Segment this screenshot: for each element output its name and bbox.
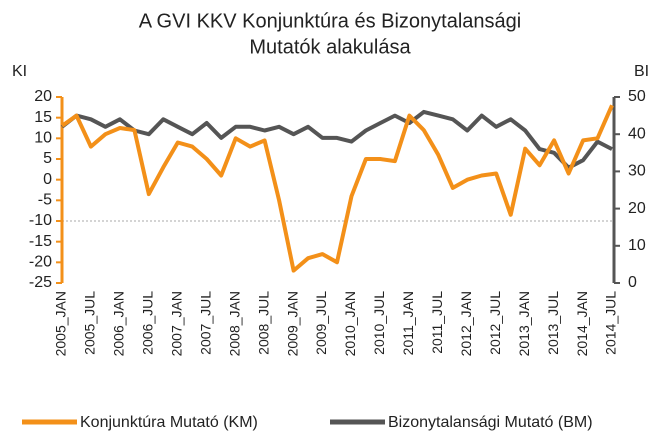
legend-label: Bizonytalansági Mutató (BM): [388, 414, 593, 431]
x-tick-label: 2014_JAN: [574, 291, 590, 356]
chart-title: A GVI KKV Konjunktúra és Bizonytalansági: [139, 10, 521, 32]
x-tick-label: 2005_JAN: [53, 291, 69, 356]
x-tick-label: 2007_JAN: [168, 291, 184, 356]
x-tick-label: 2007_JUL: [197, 291, 213, 355]
series-line: [60, 104, 614, 273]
x-tick-label: 2006_JUL: [140, 291, 156, 355]
y-tick-label: 5: [43, 150, 52, 167]
x-tick-label: 2006_JAN: [111, 291, 127, 356]
x-tick-label: 2008_JUL: [255, 291, 271, 355]
legend-label: Konjunktúra Mutató (KM): [80, 414, 258, 431]
x-tick-label: 2013_JUL: [545, 291, 561, 355]
y-tick-label: -25: [29, 274, 52, 291]
y2-tick-label: 0: [628, 274, 637, 291]
y2-tick-label: 30: [628, 163, 646, 180]
y2-tick-label: 10: [628, 237, 646, 254]
x-tick-label: 2011_JUL: [429, 291, 445, 354]
y-tick-label: 20: [34, 88, 52, 105]
y2-tick-label: 40: [628, 125, 646, 142]
x-tick-label: 2005_JUL: [82, 291, 98, 355]
x-tick-label: 2011_JAN: [400, 291, 416, 355]
y-axis-label: KI: [12, 63, 27, 80]
y-tick-label: 10: [34, 130, 52, 147]
y2-tick-label: 20: [628, 200, 646, 217]
chart-title: Mutatók alakulása: [249, 36, 411, 58]
y-tick-label: -5: [38, 192, 52, 209]
y-tick-label: 0: [43, 171, 52, 188]
x-tick-label: 2013_JAN: [516, 291, 532, 356]
y-tick-label: -20: [29, 254, 52, 271]
y2-axis-label: BI: [634, 63, 649, 80]
x-tick-label: 2012_JUL: [487, 291, 503, 355]
x-tick-label: 2009_JAN: [284, 291, 300, 356]
series-line: [60, 109, 613, 170]
y-tick-label: -10: [29, 212, 52, 229]
y-tick-label: 15: [34, 109, 52, 126]
x-tick-label: 2008_JAN: [226, 291, 242, 356]
y2-tick-label: 50: [628, 88, 646, 105]
x-tick-label: 2010_JUL: [371, 291, 387, 355]
x-tick-label: 2010_JAN: [342, 291, 358, 356]
y-tick-label: -15: [29, 233, 52, 250]
x-tick-label: 2009_JUL: [313, 291, 329, 355]
x-tick-label: 2012_JAN: [458, 291, 474, 356]
x-tick-label: 2014_JUL: [603, 291, 619, 355]
